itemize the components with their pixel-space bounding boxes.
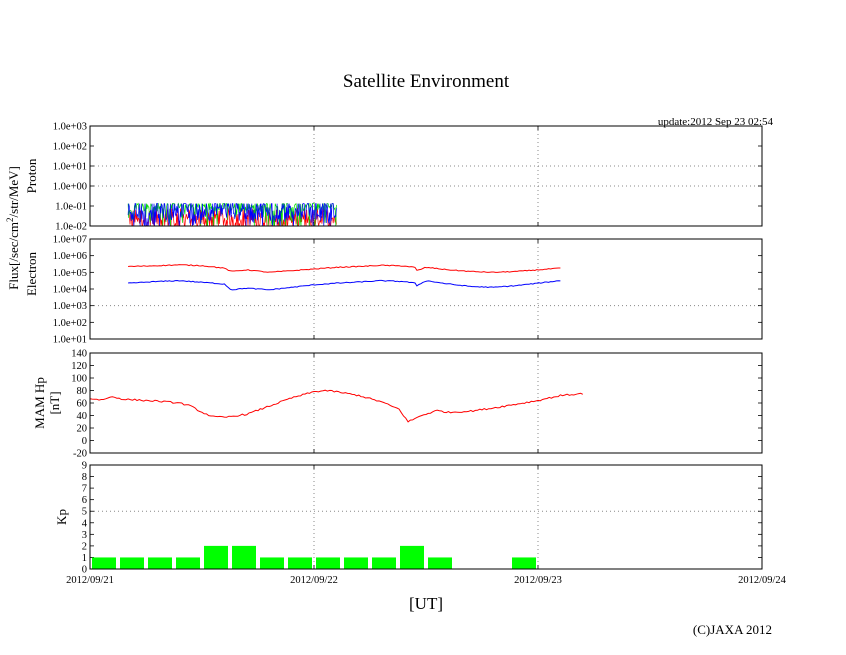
y-tick-label: 100 <box>71 374 87 385</box>
y-tick-label: 0 <box>82 565 87 576</box>
panel-proton: 1.0e-02 1.0e-01 1.0e+00 1.0e+01 1.0e+02 1.0e+… <box>24 122 763 233</box>
y-axis-label-mamhp: [nT] <box>47 391 62 414</box>
y-tick-label: -20 <box>73 449 87 460</box>
kp-bar <box>288 557 312 569</box>
kp-bar <box>120 557 144 569</box>
panel-frame <box>89 125 763 227</box>
kp-bar <box>400 545 424 569</box>
series-line-blue <box>127 202 337 227</box>
y-tick-label: 1.0e+01 <box>53 335 87 346</box>
copyright: (C)JAXA 2012 <box>693 622 772 637</box>
y-axis-label-electron: Electron <box>24 251 39 296</box>
y-tick-label: 1.0e+07 <box>53 235 87 246</box>
y-tick-label: 4 <box>82 518 88 529</box>
y-tick-label: 1.0e+01 <box>53 162 87 173</box>
kp-bar <box>204 545 228 569</box>
y-tick-label: 40 <box>77 411 88 422</box>
kp-bar <box>344 557 368 569</box>
chart-title: Satellite Environment <box>343 71 510 92</box>
y-tick-label: 2 <box>82 541 87 552</box>
y-tick-label: 1.0e+03 <box>53 122 87 133</box>
y-tick-label: 1.0e+05 <box>53 268 87 279</box>
y-tick-label: 9 <box>82 461 87 472</box>
x-tick-labels: 2012/09/21 2012/09/22 2012/09/23 2012/09/24 <box>66 575 787 586</box>
series-line-red <box>89 389 584 423</box>
y-tick-label: 1.0e-02 <box>55 222 87 233</box>
y-tick-label: 80 <box>77 386 88 397</box>
x-tick-label: 2012/09/22 <box>290 575 338 586</box>
y-tick-label: 1.0e+06 <box>53 251 87 262</box>
panel-frame <box>89 238 763 340</box>
kp-bar <box>372 557 396 569</box>
y-tick-label: 1.0e-01 <box>55 202 87 213</box>
y-tick-label: 1.0e+02 <box>53 318 87 329</box>
y-tick-label: 20 <box>77 424 88 435</box>
y-tick-label: 60 <box>77 399 88 410</box>
kp-bar <box>176 557 200 569</box>
y-axis-label-kp: Kp <box>54 509 69 525</box>
y-tick-label: 5 <box>82 507 87 518</box>
kp-bar <box>232 545 256 569</box>
kp-bar <box>260 557 284 569</box>
y-tick-label: 1.0e+02 <box>53 142 87 153</box>
panel-frame <box>89 464 763 570</box>
y-tick-label: 7 <box>82 484 87 495</box>
y-tick-label: 120 <box>71 361 87 372</box>
y-tick-label: 3 <box>82 530 87 541</box>
kp-bar <box>316 557 340 569</box>
kp-bar <box>512 557 536 569</box>
panels-group: 1.0e-021.0e-011.0e+001.0e+011.0e+021.0e+… <box>24 122 763 576</box>
kp-bar <box>148 557 172 569</box>
y-tick-label: 1 <box>82 553 87 564</box>
y-tick-label: 1.0e+04 <box>53 285 88 296</box>
update-timestamp: update:2012 Sep 23 02:54 <box>658 116 774 128</box>
y-tick-label: 6 <box>82 495 87 506</box>
y-axis-label-mamhp: MAM Hp <box>32 377 47 429</box>
y-tick-label: 140 <box>71 349 87 360</box>
y-axis-label-proton: Proton <box>24 158 39 193</box>
x-tick-label: 2012/09/24 <box>738 575 787 586</box>
flux-axis-label: Flux[/sec/cm2/str/MeV] <box>5 166 21 290</box>
series-line-red <box>128 264 561 273</box>
x-tick-label: 2012/09/23 <box>514 575 562 586</box>
y-tick-label: 8 <box>82 472 87 483</box>
panel-electron: 1.0e+01 1.0e+02 1.0e+03 1.0e+04 1.0e+05 1.0e+… <box>24 235 763 346</box>
series-line-blue <box>128 279 561 291</box>
x-axis-label: [UT] <box>409 594 443 613</box>
y-tick-label: 0 <box>82 436 87 447</box>
y-tick-label: 1.0e+00 <box>53 182 87 193</box>
kp-bar <box>428 557 452 569</box>
y-tick-label: 1.0e+03 <box>53 301 87 312</box>
kp-bar <box>92 557 116 569</box>
panel-frame <box>89 352 763 454</box>
x-tick-label: 2012/09/21 <box>66 575 114 586</box>
